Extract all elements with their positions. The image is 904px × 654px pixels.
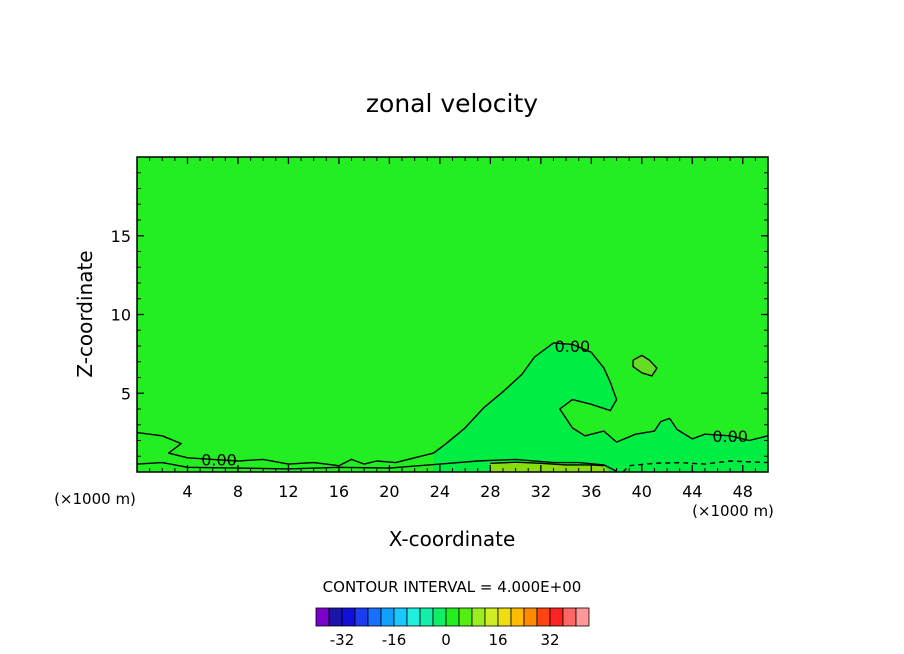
colorbar-swatch <box>393 607 408 627</box>
x-unit-right: (×1000 m) <box>692 502 774 520</box>
x-tick-label: 28 <box>480 482 500 501</box>
colorbar-tick-label: -16 <box>382 631 407 649</box>
y-tick-label: 10 <box>111 306 131 325</box>
x-tick-label: 48 <box>733 482 753 501</box>
zero-contour-near-ground <box>137 458 617 472</box>
colorbar-swatch <box>328 607 343 627</box>
colorbar-swatch <box>471 607 486 627</box>
x-tick-label: 20 <box>379 482 399 501</box>
colorbar-swatch <box>341 607 356 627</box>
colorbar-tick-label: 0 <box>441 631 451 649</box>
x-tick-label: 32 <box>531 482 551 501</box>
chart-title: zonal velocity <box>366 89 538 118</box>
contour-label-1: 0.00 <box>712 427 748 446</box>
x-axis-label: X-coordinate <box>389 527 516 551</box>
contour-labels: 0.00 0.00 0.00 <box>201 337 748 469</box>
negative-dashed-contour <box>622 460 768 472</box>
colorbar-swatch <box>510 607 525 627</box>
contour-lines <box>137 342 768 472</box>
contour-interval-label: CONTOUR INTERVAL = 4.000E+00 <box>323 578 582 596</box>
region-inner-zero-region <box>433 342 768 472</box>
colorbar-swatch <box>497 607 512 627</box>
colorbar-swatch <box>419 607 434 627</box>
x-tick-label: 36 <box>581 482 601 501</box>
colorbar-tick-label: 16 <box>488 631 507 649</box>
positive-band-contour <box>490 461 604 467</box>
colorbar: -32 -16 0 16 32 <box>315 607 590 649</box>
x-tick-label: 4 <box>182 482 192 501</box>
y-tick-label: 5 <box>121 384 131 403</box>
colorbar-swatch <box>549 607 564 627</box>
colorbar-swatch <box>367 607 382 627</box>
colorbar-swatch <box>406 607 421 627</box>
y-axis-label: Z-coordinate <box>73 250 97 377</box>
x-tick-label: 16 <box>329 482 349 501</box>
plot-background <box>137 157 768 472</box>
colorbar-swatch <box>575 607 590 627</box>
colorbar-swatch <box>354 607 369 627</box>
colorbar-swatch <box>432 607 447 627</box>
colorbar-tick-label: -32 <box>330 631 355 649</box>
colorbar-swatch <box>315 607 330 627</box>
zero-contour-main <box>433 342 768 454</box>
x-unit-left: (×1000 m) <box>54 490 136 508</box>
upper-positive-blob-contour <box>632 354 658 377</box>
region-positive-band-region <box>490 462 611 472</box>
colorbar-swatch <box>562 607 577 627</box>
contour-fill-regions <box>433 342 768 472</box>
colorbar-tick-label: 32 <box>540 631 559 649</box>
x-tick-label: 24 <box>430 482 450 501</box>
x-tick-label: 44 <box>682 482 702 501</box>
x-tick-label: 12 <box>278 482 298 501</box>
y-tick-label: 15 <box>111 227 131 246</box>
colorbar-swatch <box>380 607 395 627</box>
colorbar-swatch <box>445 607 460 627</box>
zero-contour-lower-left <box>137 431 434 467</box>
colorbar-swatch <box>458 607 473 627</box>
x-tick-label: 8 <box>233 482 243 501</box>
colorbar-swatch <box>523 607 538 627</box>
x-tick-label: 40 <box>632 482 652 501</box>
colorbar-swatch <box>484 607 499 627</box>
contour-label-2: 0.00 <box>201 450 237 469</box>
contour-label-0: 0.00 <box>555 337 591 356</box>
colorbar-swatch <box>536 607 551 627</box>
